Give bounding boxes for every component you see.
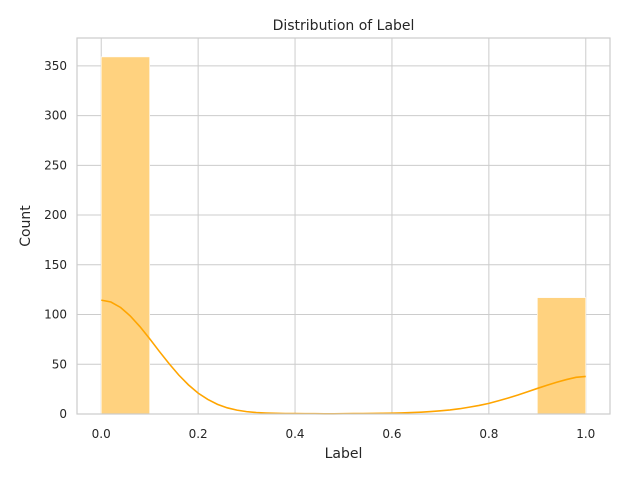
- x-tick-label: 0.0: [92, 427, 111, 441]
- x-tick-label: 0.4: [285, 427, 304, 441]
- x-axis-label: Label: [325, 446, 363, 462]
- y-tick-label: 300: [44, 109, 67, 123]
- chart-title: Distribution of Label: [273, 18, 415, 34]
- y-tick-label: 350: [44, 59, 67, 73]
- y-tick-label: 150: [44, 258, 67, 272]
- x-tick-label: 0.8: [479, 427, 498, 441]
- x-tick-label: 0.6: [382, 427, 401, 441]
- histogram-bar: [537, 297, 587, 415]
- grid-lines: [77, 38, 610, 415]
- y-axis-label: Count: [18, 205, 34, 247]
- y-tick-label: 0: [59, 407, 67, 421]
- x-tick-label: 1.0: [576, 427, 595, 441]
- y-tick-label: 250: [44, 158, 67, 172]
- y-tick-label: 100: [44, 308, 67, 322]
- histogram-bars: [100, 56, 587, 415]
- x-tick-label: 0.2: [189, 427, 208, 441]
- plot-frame: [76, 37, 611, 415]
- y-tick-label: 200: [44, 208, 67, 222]
- histogram-bar: [100, 56, 150, 415]
- y-tick-label: 50: [52, 357, 67, 371]
- tick-labels: 0.0 0.2 0.4 0.6 0.8 1.0 0 50 100 150 200 250 300 350: [44, 59, 595, 441]
